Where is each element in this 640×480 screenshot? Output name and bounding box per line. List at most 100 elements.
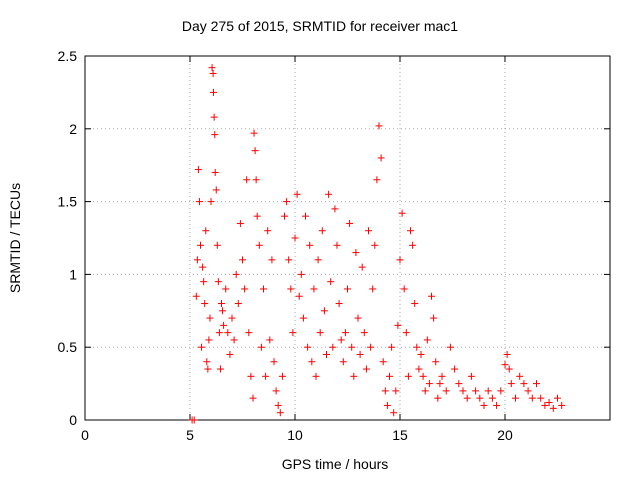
data-point [507, 380, 515, 388]
data-point [467, 372, 475, 380]
data-point [484, 387, 492, 395]
data-point [190, 416, 198, 424]
data-point [287, 285, 295, 293]
data-point [415, 365, 423, 373]
data-point [533, 380, 540, 388]
data-point [476, 394, 484, 402]
data-point [396, 256, 404, 264]
data-point [323, 350, 330, 358]
data-point [255, 241, 263, 249]
data-point [472, 387, 480, 395]
data-point [377, 154, 385, 162]
y-tick-label: 0.5 [58, 339, 78, 355]
data-point [304, 343, 312, 351]
data-point [316, 329, 324, 337]
data-point [438, 372, 446, 380]
data-point [558, 401, 566, 409]
data-point [251, 147, 259, 155]
data-point [193, 256, 201, 264]
data-point [211, 131, 219, 139]
data-point [497, 387, 505, 395]
data-point [432, 358, 440, 366]
plot-frame [84, 55, 611, 421]
data-point [545, 399, 553, 407]
y-tick-label: 2 [69, 121, 77, 137]
data-point [346, 219, 354, 227]
x-axis-label: GPS time / hours [281, 456, 389, 472]
data-point [220, 321, 228, 329]
data-point [459, 387, 467, 395]
data-point [200, 278, 208, 286]
data-point [480, 401, 488, 409]
data-point [493, 401, 501, 409]
data-point [524, 387, 532, 395]
data-point [214, 278, 222, 286]
data-point [354, 314, 362, 322]
data-point [407, 227, 414, 235]
data-point [365, 227, 372, 235]
data-point [333, 241, 341, 249]
data-point [455, 380, 463, 388]
data-point [260, 285, 267, 293]
data-point [245, 329, 253, 337]
data-point [295, 292, 303, 300]
data-point [430, 314, 438, 322]
x-tick-label: 10 [287, 427, 303, 443]
data-point [394, 321, 402, 329]
data-point [266, 336, 274, 344]
data-point [434, 394, 442, 402]
data-point [201, 300, 209, 308]
data-point [272, 387, 280, 395]
data-point [306, 241, 314, 249]
data-point [308, 358, 316, 366]
data-point [210, 88, 218, 96]
data-point [554, 394, 561, 402]
data-point [360, 329, 368, 337]
data-point [205, 336, 213, 344]
data-point [344, 285, 351, 293]
data-point [348, 343, 356, 351]
data-point [203, 358, 211, 366]
data-point [228, 314, 236, 322]
data-point [253, 212, 261, 220]
chart-title: Day 275 of 2015, SRMTID for receiver mac… [181, 18, 459, 34]
data-point [327, 278, 335, 286]
data-point [329, 343, 337, 351]
data-point [239, 256, 246, 264]
data-point [350, 372, 358, 380]
data-point [213, 241, 221, 249]
data-point [337, 336, 345, 344]
data-point [281, 212, 288, 220]
data-point [442, 387, 450, 395]
data-point [226, 350, 234, 358]
y-axis-label: SRMTID / TECUs [7, 182, 23, 294]
data-point [207, 198, 215, 206]
data-point [236, 219, 244, 227]
data-point [463, 394, 471, 402]
data-point [451, 365, 459, 373]
data-point [293, 190, 301, 198]
data-point [373, 176, 381, 184]
x-tick-label: 20 [497, 427, 513, 443]
data-point [428, 292, 435, 300]
data-point [537, 394, 545, 402]
data-point [270, 358, 278, 366]
y-tick-label: 0 [69, 412, 77, 428]
x-tick-label: 5 [186, 427, 194, 443]
data-point [325, 190, 333, 198]
data-point [204, 365, 212, 373]
data-point [413, 343, 421, 351]
data-point [388, 343, 396, 351]
data-point [283, 198, 291, 206]
data-point [381, 387, 389, 395]
data-point [390, 409, 398, 417]
data-point [232, 270, 240, 278]
data-point [383, 401, 391, 409]
data-point [192, 292, 200, 300]
data-point [417, 350, 425, 358]
data-point [341, 329, 349, 337]
data-point [198, 343, 206, 351]
data-point [224, 329, 232, 337]
data-point [210, 113, 218, 121]
data-point [212, 186, 220, 194]
